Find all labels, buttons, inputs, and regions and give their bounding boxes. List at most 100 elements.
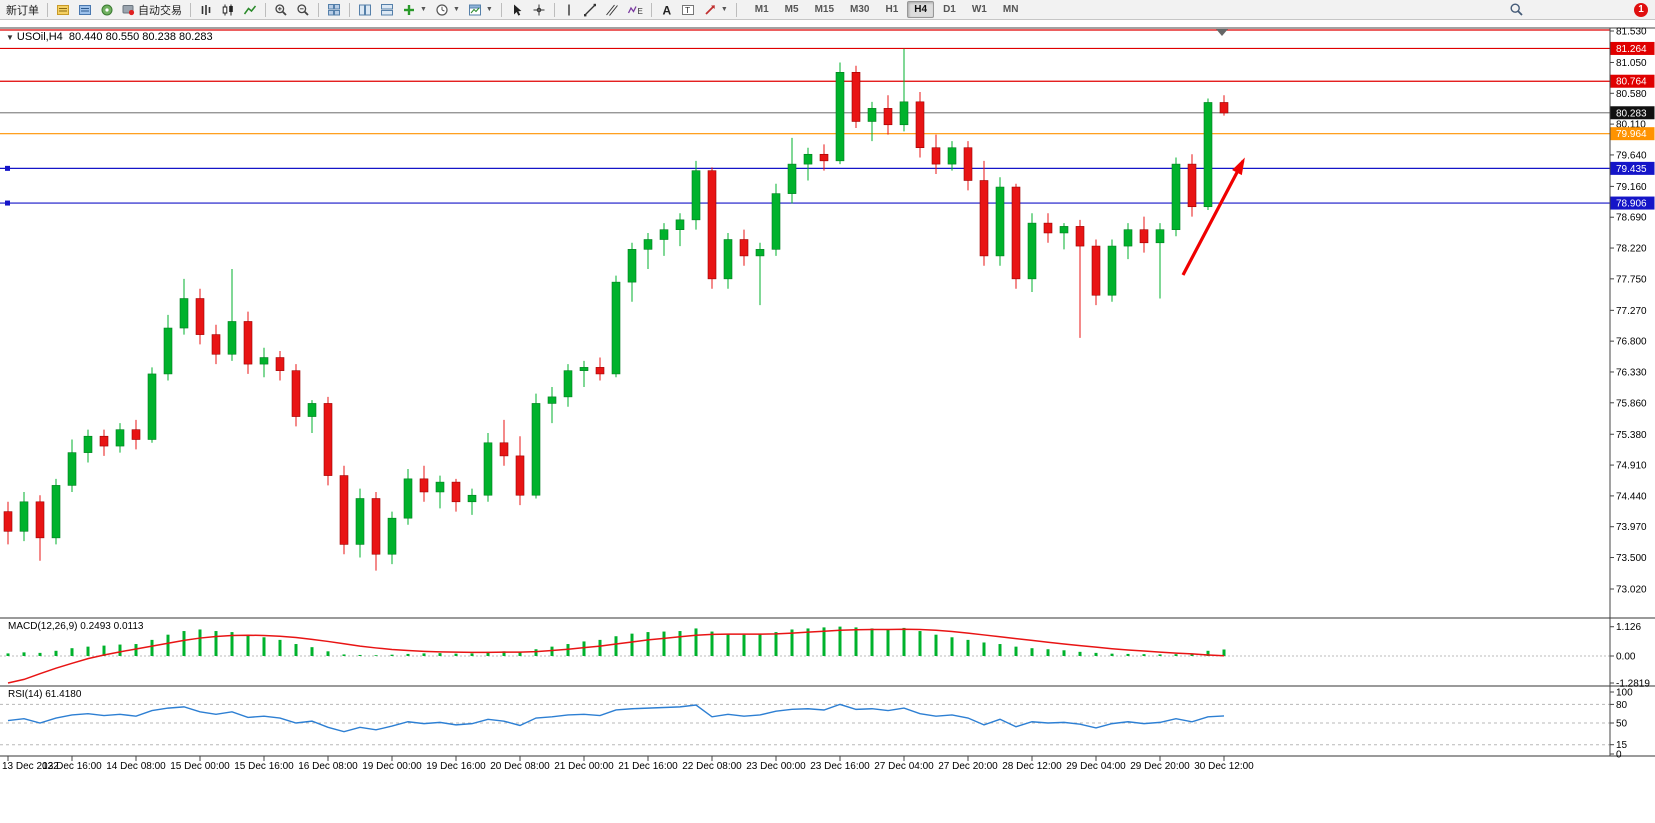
text-label-tool-button[interactable]: T [677,1,699,19]
zoom-out-button[interactable] [292,1,314,19]
trendline-icon [583,3,596,16]
dropdown-caret-icon: ▼ [452,6,460,13]
trendline-tool-button[interactable] [579,1,601,19]
svg-text:79.160: 79.160 [1616,182,1647,193]
text-tool-button[interactable]: A [656,1,677,19]
trend-arrow[interactable] [1181,157,1245,276]
arrows-tool-icon [705,4,715,15]
svg-text:-1.2819: -1.2819 [1616,679,1650,690]
svg-text:77.270: 77.270 [1616,306,1647,317]
svg-text:73.970: 73.970 [1616,522,1647,533]
new-chart-icon [404,4,414,15]
text-tool-icon: A [662,3,671,17]
period-button[interactable]: ▼ [431,1,464,19]
chart-window: 81.530 81.050 80.580 80.110 79.640 79.160 78.6… [0,20,1655,823]
toolbar-separator [735,2,737,17]
timeframe-h4-button[interactable]: H4 [907,1,935,18]
timeframe-m30-button[interactable]: M30 [850,4,870,15]
svg-text:T: T [685,5,690,15]
timeframe-d1-button[interactable]: D1 [943,4,956,15]
zoom-out-icon [297,3,309,16]
dropdown-caret-icon: ▼ [420,6,427,13]
navigator-icon [101,4,113,15]
chart-canvas[interactable]: 81.530 81.050 80.580 80.110 79.640 79.160 78.6… [0,20,1655,823]
tile-windows-button[interactable] [323,1,345,19]
arrows-tool-button[interactable]: ▼ [699,1,732,19]
svg-text:21 Dec 00:00: 21 Dec 00:00 [554,761,614,772]
timeframe-mn-button[interactable]: MN [1002,4,1019,15]
svg-text:80.764: 80.764 [1616,77,1647,88]
svg-text:23 Dec 00:00: 23 Dec 00:00 [746,761,806,772]
templates-button[interactable]: ▼ [464,1,497,19]
crosshair-tool-button[interactable] [528,1,550,19]
svg-text:29 Dec 20:00: 29 Dec 20:00 [1130,761,1190,772]
timeframe-m5-button[interactable]: M5 [784,4,799,15]
toolbar-separator [318,2,319,17]
elliott-wave-icon: E [627,5,643,16]
svg-text:79.964: 79.964 [1616,129,1647,140]
zoom-in-button[interactable] [270,1,292,19]
timeframe-h1-button[interactable]: H1 [885,4,899,15]
template-icon [468,4,481,15]
macd-layer [0,626,1610,684]
svg-text:27 Dec 04:00: 27 Dec 04:00 [874,761,934,772]
arrange-horizontal-icon [381,3,393,15]
auto-trading-icon [122,5,135,16]
notification-badge[interactable]: 1 [1634,2,1648,17]
svg-text:75.860: 75.860 [1616,398,1647,409]
svg-text:15 Dec 00:00: 15 Dec 00:00 [170,761,230,772]
candlestick-icon [222,4,233,15]
arrange-horizontal-button[interactable] [376,1,398,19]
svg-text:19 Dec 00:00: 19 Dec 00:00 [362,761,422,772]
navigator-button[interactable] [96,1,118,19]
new-order-button[interactable]: 新订单 [2,1,43,19]
search-icon[interactable] [1509,2,1524,17]
data-window-button[interactable] [74,1,96,19]
svg-text:13 Dec 2022: 13 Dec 2022 [2,761,59,772]
vertical-line-tool-button[interactable] [559,1,579,19]
timeframe-w1-button[interactable]: W1 [971,4,987,15]
svg-text:29 Dec 04:00: 29 Dec 04:00 [1066,761,1126,772]
candles-layer [3,48,1229,571]
svg-text:0.00: 0.00 [1616,652,1636,663]
svg-text:74.440: 74.440 [1616,491,1647,502]
chart-shift-marker[interactable] [1216,29,1228,36]
elliott-wave-tool-button[interactable]: E [623,1,647,19]
toolbar-separator [190,2,191,17]
line-chart-mode-button[interactable] [239,1,261,19]
timeframe-m15-button[interactable]: M15 [814,4,835,15]
price-axis: 81.530 81.050 80.580 80.110 79.640 79.160 78.6… [1609,27,1655,761]
hlines-layer [0,29,1610,206]
timeframe-m1-button[interactable]: M1 [754,4,769,15]
svg-text:E: E [637,7,642,16]
zoom-in-icon [275,3,287,16]
svg-text:78.690: 78.690 [1616,213,1647,224]
bar-chart-icon [201,4,211,15]
svg-text:73.020: 73.020 [1616,585,1647,596]
text-label-icon: T [681,4,694,15]
auto-trading-button[interactable]: 自动交易 [118,1,186,19]
candlestick-mode-button[interactable] [217,1,239,19]
svg-text:80: 80 [1616,700,1628,711]
svg-text:28 Dec 12:00: 28 Dec 12:00 [1002,761,1062,772]
svg-text:15 Dec 16:00: 15 Dec 16:00 [234,761,294,772]
svg-text:78.220: 78.220 [1616,244,1647,255]
svg-text:15: 15 [1616,740,1628,751]
dropdown-caret-icon: ▼ [720,6,728,13]
new-chart-button[interactable]: ▼ [398,1,431,19]
market-watch-button[interactable] [52,1,74,19]
arrange-vertical-button[interactable] [354,1,376,19]
svg-text:80.110: 80.110 [1616,120,1646,131]
channel-tool-button[interactable] [601,1,623,19]
svg-text:100: 100 [1616,688,1633,699]
crosshair-icon [533,4,545,15]
svg-text:21 Dec 16:00: 21 Dec 16:00 [618,761,678,772]
svg-text:78.906: 78.906 [1616,199,1647,210]
svg-text:1.126: 1.126 [1616,622,1641,633]
svg-text:80.283: 80.283 [1616,108,1647,119]
toolbar-right-group: 1 [1509,2,1653,17]
cursor-tool-button[interactable] [506,1,528,19]
bar-chart-mode-button[interactable] [195,1,217,19]
svg-text:73.500: 73.500 [1616,553,1647,564]
svg-text:74.910: 74.910 [1616,461,1647,472]
